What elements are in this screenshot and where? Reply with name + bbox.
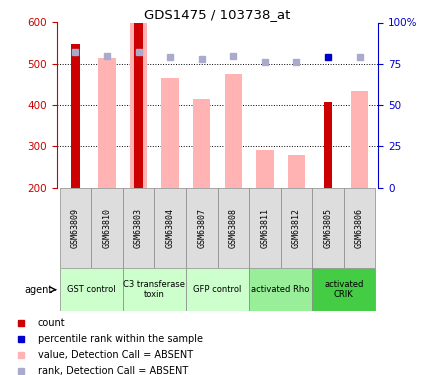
Text: GSM63809: GSM63809 xyxy=(71,208,80,248)
Text: value, Detection Call = ABSENT: value, Detection Call = ABSENT xyxy=(38,350,193,360)
Text: rank, Detection Call = ABSENT: rank, Detection Call = ABSENT xyxy=(38,366,188,375)
Bar xyxy=(98,58,115,188)
Bar xyxy=(280,188,312,268)
Text: GSM63811: GSM63811 xyxy=(260,208,269,248)
Bar xyxy=(59,268,122,311)
Title: GDS1475 / 103738_at: GDS1475 / 103738_at xyxy=(144,8,290,21)
Bar xyxy=(161,78,178,188)
Bar xyxy=(249,188,280,268)
Text: GSM63805: GSM63805 xyxy=(323,208,332,248)
Bar xyxy=(323,102,332,188)
Text: activated Rho: activated Rho xyxy=(251,285,309,294)
Bar xyxy=(91,188,122,268)
Bar xyxy=(249,268,312,311)
Bar xyxy=(350,91,367,188)
Bar xyxy=(217,188,249,268)
Bar xyxy=(122,188,154,268)
Text: GSM63807: GSM63807 xyxy=(197,208,206,248)
Text: GSM63808: GSM63808 xyxy=(228,208,237,248)
Text: GSM63803: GSM63803 xyxy=(134,208,143,248)
Bar xyxy=(59,188,91,268)
Bar xyxy=(130,22,147,188)
Text: GSM63804: GSM63804 xyxy=(165,208,174,248)
Bar xyxy=(343,188,375,268)
Bar xyxy=(154,188,185,268)
Bar xyxy=(71,44,80,188)
Bar xyxy=(256,150,273,188)
Bar xyxy=(185,268,249,311)
Bar xyxy=(122,268,185,311)
Bar xyxy=(134,22,143,188)
Text: C3 transferase
toxin: C3 transferase toxin xyxy=(123,280,185,299)
Bar xyxy=(312,268,375,311)
Bar xyxy=(224,75,241,188)
Text: agent: agent xyxy=(24,285,52,295)
Text: count: count xyxy=(38,318,66,328)
Text: GST control: GST control xyxy=(67,285,115,294)
Bar xyxy=(312,188,343,268)
Bar xyxy=(185,188,217,268)
Text: GSM63812: GSM63812 xyxy=(291,208,300,248)
Bar xyxy=(193,99,210,188)
Text: GFP control: GFP control xyxy=(193,285,241,294)
Bar xyxy=(287,154,304,188)
Text: GSM63810: GSM63810 xyxy=(102,208,111,248)
Text: activated
CRIK: activated CRIK xyxy=(323,280,362,299)
Text: percentile rank within the sample: percentile rank within the sample xyxy=(38,334,203,344)
Text: GSM63806: GSM63806 xyxy=(354,208,363,248)
